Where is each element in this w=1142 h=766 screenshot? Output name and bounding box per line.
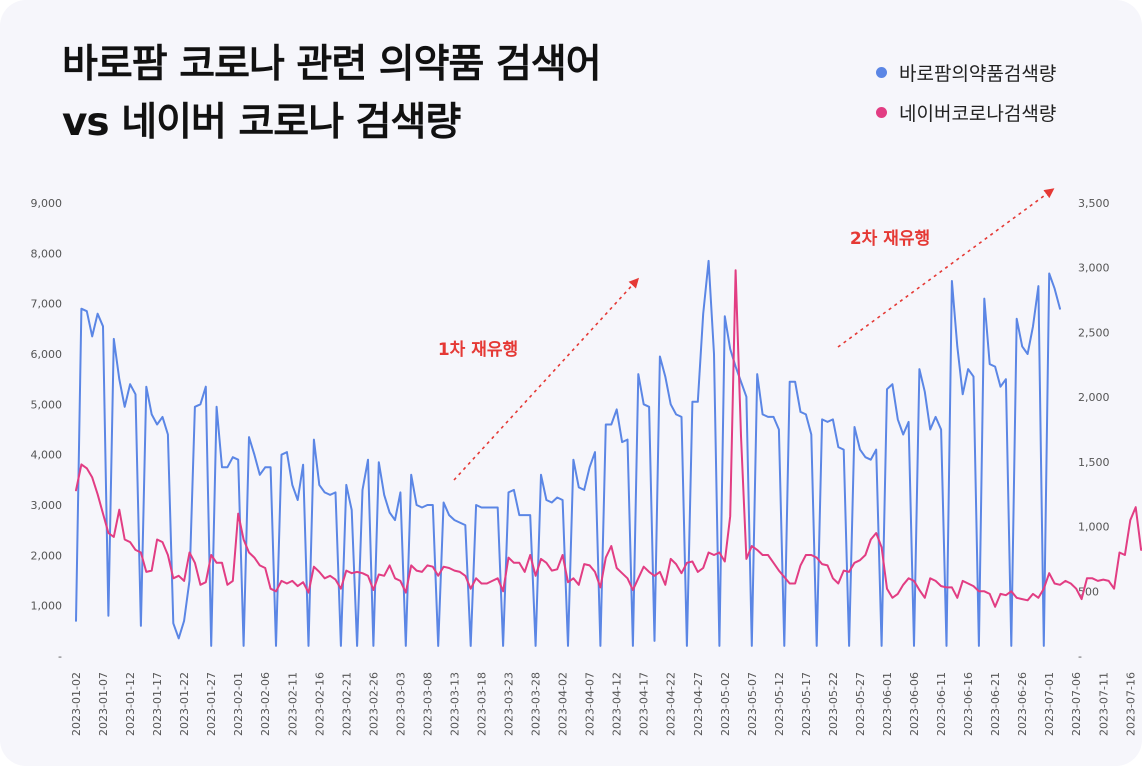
x-axis-tick-label: 2023-07-16: [1124, 672, 1137, 736]
legend-label-barofarm: 바로팜의약품검색량: [899, 62, 1057, 85]
x-axis-tick-label: 2023-01-17: [151, 672, 164, 736]
legend-marker-naver: [876, 106, 887, 118]
x-axis-tick-label: 2023-06-16: [962, 672, 975, 736]
left-axis-tick-label: 7,000: [31, 298, 63, 311]
x-axis: 2023-01-02 2023-01-07 2023-01-12 2023-01-17…: [70, 672, 1137, 736]
legend-item-naver: 네이버코로나검색량: [876, 92, 1056, 132]
x-axis-tick-label: 2023-06-11: [935, 672, 948, 736]
series-line-barofarm: [75, 259, 1061, 647]
legend-label-naver: 네이버코로나검색량: [899, 102, 1057, 125]
left-y-axis: - 1,000 2,000 3,000 4,000 5,000 6,000 7,000 8,00…: [31, 197, 63, 663]
chart-legend: 바로팜의약품검색량 네이버코로나검색량: [876, 52, 1056, 132]
chart-title: 바로팜 코로나 관련 의약품 검색어 vs 네이버 코로나 검색량: [62, 36, 822, 152]
x-axis-tick-label: 2023-05-27: [854, 672, 867, 736]
left-axis-tick-label: 3,000: [31, 499, 63, 512]
right-axis-tick-label: 2,500: [1078, 326, 1110, 339]
x-axis-tick-label: 2023-06-26: [1016, 672, 1029, 736]
left-axis-tick-label: 9,000: [31, 197, 63, 210]
annotation-arrow-first-wave: [453, 277, 640, 481]
left-axis-tick-label: 6,000: [31, 348, 63, 361]
right-axis-tick-label: 3,500: [1078, 197, 1110, 210]
annotation-label-first-wave: 1차 재유행: [438, 340, 518, 360]
x-axis-tick-label: 2023-01-22: [178, 672, 191, 736]
right-axis-tick-label: 3,000: [1078, 262, 1110, 275]
x-axis-tick-label: 2023-04-12: [611, 672, 624, 736]
x-axis-tick-label: 2023-02-21: [340, 672, 353, 736]
annotation-label-second-wave: 2차 재유행: [850, 229, 930, 249]
chart-title-line-2: vs 네이버 코로나 검색량: [62, 100, 461, 145]
right-axis-tick-label: 1,000: [1078, 521, 1110, 534]
x-axis-tick-label: 2023-04-02: [557, 672, 570, 736]
x-axis-tick-label: 2023-07-06: [1070, 672, 1083, 736]
legend-item-barofarm: 바로팜의약품검색량: [876, 52, 1056, 92]
x-axis-tick-label: 2023-01-27: [205, 672, 218, 736]
left-axis-tick-label: 5,000: [31, 398, 63, 411]
x-axis-tick-label: 2023-01-07: [97, 672, 110, 736]
x-axis-tick-label: 2023-02-11: [286, 672, 299, 736]
x-axis-tick-label: 2023-02-26: [367, 672, 380, 736]
x-axis-tick-label: 2023-06-01: [881, 672, 894, 736]
x-axis-tick-label: 2023-07-01: [1043, 672, 1056, 736]
x-axis-tick-label: 2023-06-06: [908, 672, 921, 736]
x-axis-tick-label: 2023-05-22: [827, 672, 840, 736]
right-axis-tick-label: -: [1078, 650, 1082, 663]
left-axis-tick-label: 1,000: [31, 600, 63, 613]
series-line-naver: [75, 269, 1142, 608]
x-axis-tick-label: 2023-03-18: [475, 672, 488, 736]
x-axis-tick-label: 2023-01-12: [124, 672, 137, 736]
x-axis-tick-label: 2023-02-06: [259, 672, 272, 736]
x-axis-tick-label: 2023-05-12: [773, 672, 786, 736]
x-axis-tick-label: 2023-02-16: [313, 672, 326, 736]
left-axis-tick-label: -: [58, 650, 62, 663]
annotation-layer: 1차 재유행 2차 재유행: [438, 188, 1055, 481]
x-axis-tick-label: 2023-06-21: [989, 672, 1002, 736]
right-axis-tick-label: 2,000: [1078, 391, 1110, 404]
x-axis-tick-label: 2023-05-07: [746, 672, 759, 736]
x-axis-tick-label: 2023-03-03: [394, 672, 407, 736]
x-axis-tick-label: 2023-02-01: [232, 672, 245, 736]
x-axis-tick-label: 2023-01-02: [70, 672, 83, 736]
series-layer: [75, 259, 1142, 647]
annotation-arrow-second-wave: [837, 188, 1055, 348]
left-axis-tick-label: 2,000: [31, 549, 63, 562]
x-axis-tick-label: 2023-03-23: [503, 672, 516, 736]
x-axis-tick-label: 2023-05-17: [800, 672, 813, 736]
x-axis-tick-label: 2023-04-07: [584, 672, 597, 736]
x-axis-tick-label: 2023-05-02: [719, 672, 732, 736]
chart-title-line-1: 바로팜 코로나 관련 의약품 검색어: [62, 42, 602, 87]
x-axis-tick-label: 2023-07-11: [1097, 672, 1110, 736]
x-axis-tick-label: 2023-03-13: [448, 672, 461, 736]
left-axis-tick-label: 8,000: [31, 247, 63, 260]
x-axis-tick-label: 2023-03-28: [530, 672, 543, 736]
right-axis-tick-label: 1,500: [1078, 456, 1110, 469]
x-axis-tick-label: 2023-04-17: [638, 672, 651, 736]
x-axis-tick-label: 2023-04-27: [692, 672, 705, 736]
legend-marker-barofarm: [876, 66, 887, 78]
left-axis-tick-label: 4,000: [31, 449, 63, 462]
x-axis-tick-label: 2023-04-22: [665, 672, 678, 736]
x-axis-tick-label: 2023-03-08: [421, 672, 434, 736]
